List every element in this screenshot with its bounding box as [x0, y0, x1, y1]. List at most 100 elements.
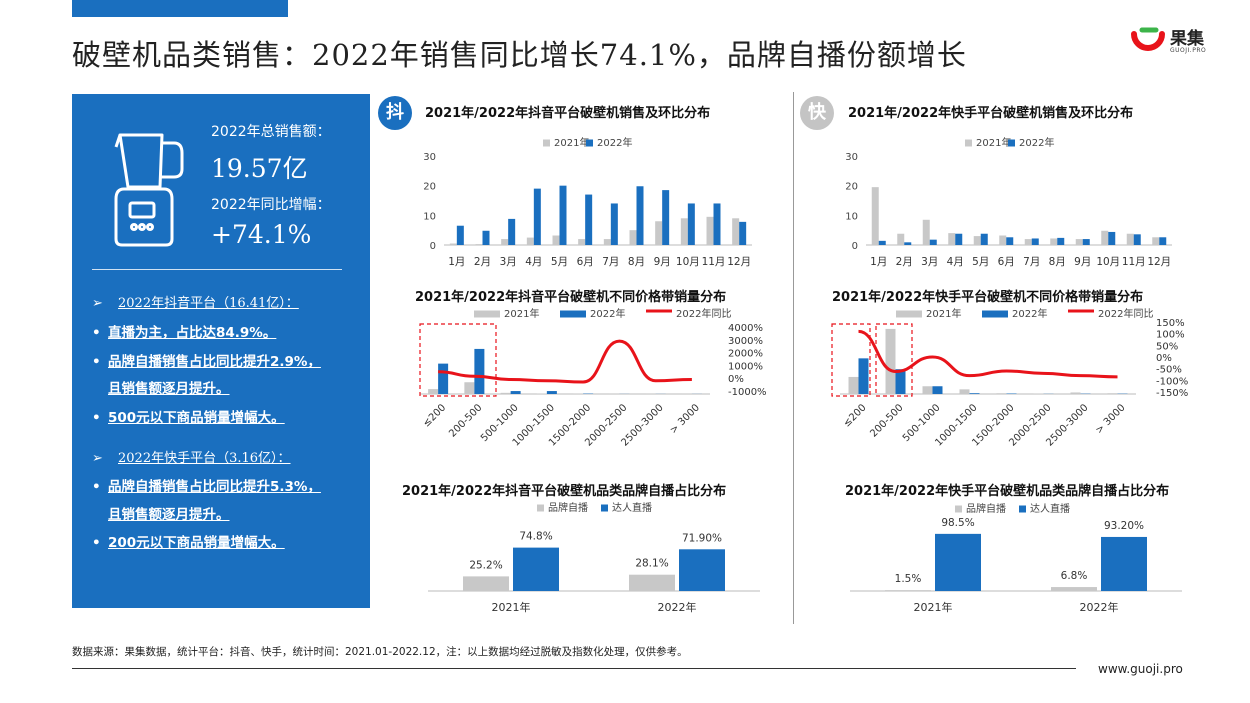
bar-2021 [629, 230, 637, 245]
blender-icon [114, 133, 184, 247]
bar-2022 [508, 218, 516, 245]
logo-subtext: GUOJI.PRO [1170, 47, 1207, 54]
legend-2021-swatch [543, 139, 550, 147]
x-tick-label: 10月 [1096, 256, 1120, 268]
bar-2021 [655, 221, 663, 245]
douyin-point-text: 500元以下商品销量增幅大。 [108, 410, 285, 426]
x-tick-label: 8月 [628, 256, 645, 268]
bar-2021 [706, 216, 714, 245]
x-tick-label: 11月 [702, 256, 726, 268]
legend-yoy-label: 2022年同比 [1098, 307, 1153, 320]
y2-tick-label: 100% [1156, 330, 1185, 341]
bar-2021 [603, 239, 611, 245]
x-tick-label: 200-500 [868, 402, 905, 439]
legend-2022-swatch [586, 139, 593, 147]
bar-2022 [955, 233, 963, 245]
data-label: 74.8% [519, 531, 552, 543]
x-tick-label: 6月 [998, 256, 1015, 268]
yoy-line [858, 329, 1118, 379]
x-tick-label: 5月 [972, 256, 989, 268]
bar-2021 [1024, 239, 1032, 245]
bar-2021 [885, 328, 896, 394]
kuaishou-point: • 200元以下商品销量增幅大。 [92, 531, 285, 551]
bullet-icon: • [92, 325, 101, 341]
top-accent-bar [72, 0, 288, 17]
bar-2022 [585, 194, 593, 245]
y-tick-label: 20 [423, 182, 436, 193]
bar-2022 [739, 221, 747, 245]
bar-2021 [1075, 239, 1083, 245]
bar-2021 [475, 244, 483, 245]
douyin-point: • 直播为主，占比达84.9%。 [92, 321, 276, 341]
bar-2021 [848, 376, 859, 394]
douyin-heading-text: 2022年抖音平台（16.41亿）： [118, 296, 299, 311]
x-tick-label: 4月 [525, 256, 542, 268]
bar-2021 [732, 218, 740, 245]
x-tick-label: 7月 [602, 256, 619, 268]
bar-2021 [999, 235, 1007, 245]
kuaishou-badge: 快 [800, 96, 834, 130]
legend-yoy-label: 2022年同比 [676, 307, 731, 320]
bar-influencer [513, 547, 559, 591]
bar-2021 [948, 233, 956, 245]
legend-2021-label: 2021年 [926, 307, 961, 320]
x-tick-label: 5月 [551, 256, 568, 268]
highlight-box [875, 323, 913, 397]
panel-divider [92, 269, 342, 270]
legend-influencer-label: 达人直播 [612, 501, 652, 514]
kuaishou-point: • 品牌自播销售占比同比提升5.3%， [92, 475, 321, 495]
bar-2022 [713, 203, 721, 245]
bar-2022 [687, 203, 695, 245]
bullet-icon: • [92, 479, 101, 495]
growth-label: 2022年同比增幅： [211, 197, 331, 213]
x-tick-label: 2月 [896, 256, 913, 268]
x-tick-label: 8月 [1049, 256, 1066, 268]
legend-2022-swatch [1008, 139, 1015, 147]
legend-2021-label: 2021年 [504, 307, 539, 320]
bar-2022 [895, 369, 906, 394]
legend-2021-label: 2021年 [554, 136, 589, 149]
data-label: 6.8% [1061, 570, 1088, 582]
bar-2021 [428, 389, 439, 394]
douyin-point: • 品牌自播销售占比同比提升2.9%， [92, 350, 321, 370]
data-label: 71.90% [682, 532, 722, 544]
y-tick-label: 10 [423, 211, 436, 222]
bar-2021 [996, 393, 1007, 394]
bar-2022 [1082, 239, 1090, 245]
legend-2022-label: 2022年 [1012, 307, 1047, 320]
x-tick-label: 9月 [1074, 256, 1091, 268]
bar-2022 [1108, 231, 1116, 245]
total-sales-label: 2022年总销售额： [211, 124, 331, 140]
legend-2022-label: 2022年 [590, 307, 625, 320]
chart-title-kuaishou-price: 2021年/2022年快手平台破壁机不同价格带销量分布 [832, 290, 1144, 305]
legend-2021-label: 2021年 [976, 136, 1011, 149]
bar-influencer [679, 549, 725, 591]
bar-brand-self [463, 576, 509, 591]
x-tick-label: 2021年 [492, 600, 531, 614]
chart-title-douyin-price: 2021年/2022年抖音平台破壁机不同价格带销量分布 [415, 290, 727, 305]
brand-logo: 果集 GUOJI.PRO [1130, 24, 1210, 58]
bar-2021 [501, 239, 509, 245]
bar-2022 [636, 186, 644, 245]
bar-2022 [1031, 238, 1039, 245]
douyin-badge: 抖 [378, 96, 412, 130]
douyin-point-text: 直播为主，占比达84.9%。 [108, 325, 277, 341]
y2-tick-label: 0% [728, 374, 744, 385]
bar-2021 [578, 239, 586, 245]
bar-2022 [1133, 234, 1141, 245]
x-tick-label: 12月 [1147, 256, 1171, 268]
y2-tick-label: 4000% [728, 323, 763, 334]
bar-2022 [1057, 237, 1065, 245]
y2-tick-label: 1000% [728, 361, 763, 372]
legend-2022-swatch [982, 310, 1008, 318]
data-label: 25.2% [469, 559, 502, 571]
bar-2021 [552, 235, 560, 245]
y2-tick-label: 50% [1156, 341, 1178, 352]
x-tick-label: ≤200 [841, 402, 868, 429]
douyin-heading: ➢ 2022年抖音平台（16.41亿）： [92, 292, 299, 311]
x-tick-label: 1月 [870, 256, 887, 268]
chart-title-douyin-selfbroadcast: 2021年/2022年抖音平台破壁机品类品牌自播占比分布 [402, 484, 727, 499]
bar-2022 [662, 190, 670, 245]
bullet-icon: • [92, 354, 101, 370]
